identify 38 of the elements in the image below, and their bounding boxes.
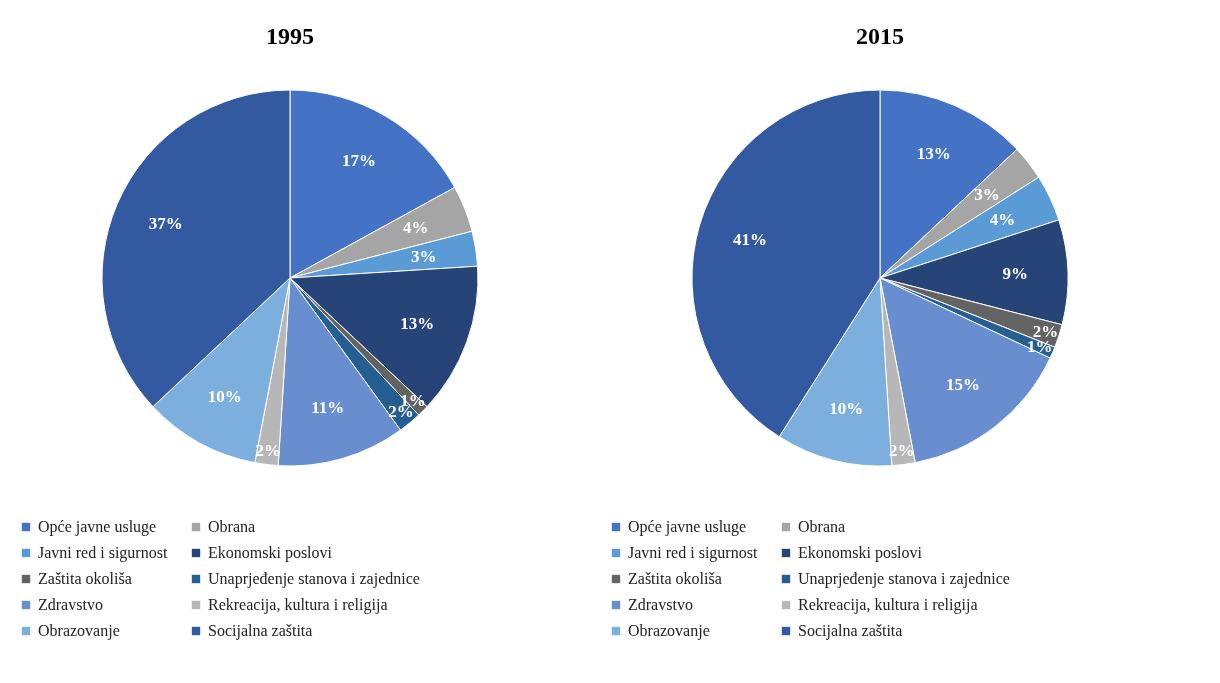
legend-label: Zaštita okoliša <box>38 570 132 587</box>
legend-label: Obrazovanje <box>38 622 120 640</box>
data-label: 37% <box>148 214 183 234</box>
data-label: 9% <box>1002 263 1029 283</box>
data-label: 3% <box>974 185 1000 205</box>
legend-label: Javni red i sigurnost <box>628 544 758 562</box>
data-label: 11% <box>311 397 345 417</box>
data-label: 4% <box>403 218 429 238</box>
legend-label: Unaprjeđenje stanova i zajednice <box>208 570 420 588</box>
legend-label: Zdravstvo <box>38 596 103 613</box>
legend-label: Obrazovanje <box>628 622 710 640</box>
data-label: 3% <box>410 246 437 266</box>
data-label: 2% <box>1032 321 1059 341</box>
legend-label: Zaštita okoliša <box>628 570 722 587</box>
data-label: 13% <box>916 143 951 163</box>
chart-title: 2015 <box>856 23 904 49</box>
chart-title: 1995 <box>266 23 314 49</box>
data-label: 15% <box>945 374 980 394</box>
legend-label: Zdravstvo <box>628 596 693 613</box>
data-label: 10% <box>207 386 242 406</box>
legend-label: Obrana <box>798 518 846 535</box>
legend-label: Opće javne usluge <box>38 518 157 536</box>
legend-label: Unaprjeđenje stanova i zajednice <box>798 570 1010 588</box>
data-label: 4% <box>989 210 1016 230</box>
legend-label: Rekreacija, kultura i religija <box>798 596 978 614</box>
legend-label: Ekonomski poslovi <box>798 544 923 562</box>
legend-label: Ekonomski poslovi <box>208 544 333 562</box>
legend-label: Obrana <box>208 518 256 535</box>
legend-label: Opće javne usluge <box>628 518 747 536</box>
legend-label: Socijalna zaštita <box>208 622 313 640</box>
data-label: 17% <box>341 151 376 171</box>
data-label: 2% <box>889 440 915 460</box>
legend-label: Rekreacija, kultura i religija <box>208 596 388 614</box>
data-label: 10% <box>829 399 864 419</box>
legend-label: Javni red i sigurnost <box>38 544 168 562</box>
data-label: 41% <box>733 230 768 250</box>
legend-label: Socijalna zaštita <box>798 622 903 640</box>
data-label: 13% <box>400 313 435 333</box>
